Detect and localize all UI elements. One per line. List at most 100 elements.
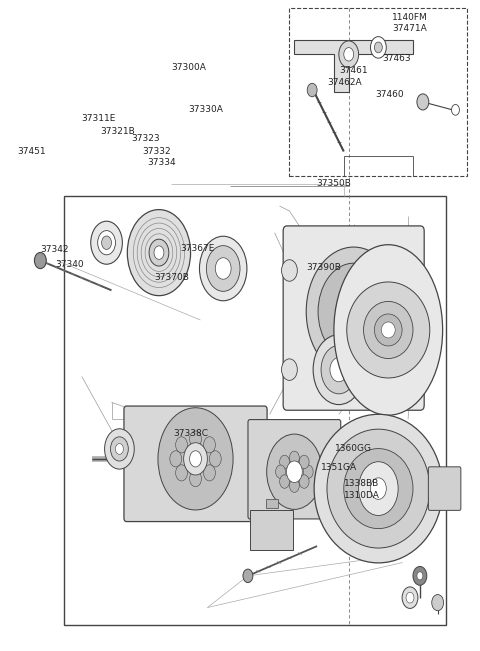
Circle shape xyxy=(318,263,389,360)
Circle shape xyxy=(204,437,216,453)
Circle shape xyxy=(287,461,302,482)
Circle shape xyxy=(313,335,364,404)
FancyBboxPatch shape xyxy=(428,467,461,510)
Text: 37367E: 37367E xyxy=(180,243,215,253)
Circle shape xyxy=(280,455,289,469)
Circle shape xyxy=(281,359,297,380)
Circle shape xyxy=(280,475,289,488)
Text: 37451: 37451 xyxy=(17,146,46,156)
Text: 1338BB: 1338BB xyxy=(344,479,380,488)
Text: 37342: 37342 xyxy=(41,245,69,255)
Circle shape xyxy=(158,408,233,510)
Circle shape xyxy=(330,357,348,381)
Circle shape xyxy=(289,451,300,465)
Text: 1351GA: 1351GA xyxy=(321,463,357,472)
Text: 1140FM: 1140FM xyxy=(392,13,428,22)
Circle shape xyxy=(102,236,111,249)
Circle shape xyxy=(149,239,169,266)
Circle shape xyxy=(91,221,122,264)
Text: 37338C: 37338C xyxy=(174,429,209,437)
Circle shape xyxy=(190,450,202,467)
Text: 37462A: 37462A xyxy=(328,77,362,87)
Circle shape xyxy=(276,465,286,478)
Ellipse shape xyxy=(381,322,395,338)
Circle shape xyxy=(299,455,309,469)
Circle shape xyxy=(432,594,444,611)
Circle shape xyxy=(243,569,253,583)
Circle shape xyxy=(307,83,317,97)
Circle shape xyxy=(110,437,128,461)
Text: 37300A: 37300A xyxy=(171,63,206,72)
Text: 37461: 37461 xyxy=(340,66,368,75)
Circle shape xyxy=(321,346,357,394)
FancyBboxPatch shape xyxy=(248,420,341,519)
Ellipse shape xyxy=(344,449,413,529)
Circle shape xyxy=(339,41,359,68)
Circle shape xyxy=(190,431,202,447)
Ellipse shape xyxy=(314,414,443,563)
Circle shape xyxy=(216,258,231,279)
FancyBboxPatch shape xyxy=(124,406,267,521)
Ellipse shape xyxy=(334,245,443,415)
Text: 37330A: 37330A xyxy=(188,105,223,114)
Bar xyxy=(250,510,293,550)
Circle shape xyxy=(299,475,309,488)
Circle shape xyxy=(295,290,303,301)
Circle shape xyxy=(430,478,445,499)
Bar xyxy=(64,196,445,626)
Ellipse shape xyxy=(363,301,413,359)
Text: 37340: 37340 xyxy=(55,260,84,269)
Text: 37323: 37323 xyxy=(131,134,159,143)
Circle shape xyxy=(209,450,221,467)
Circle shape xyxy=(281,260,297,281)
Circle shape xyxy=(116,443,123,454)
Circle shape xyxy=(170,450,182,467)
Circle shape xyxy=(303,465,313,478)
Text: 1360GG: 1360GG xyxy=(335,443,372,452)
Circle shape xyxy=(190,471,202,487)
Text: 37334: 37334 xyxy=(147,158,176,167)
Circle shape xyxy=(272,520,284,536)
Text: 37460: 37460 xyxy=(375,90,404,99)
Circle shape xyxy=(344,48,354,61)
Circle shape xyxy=(417,94,429,110)
Circle shape xyxy=(127,210,191,296)
Circle shape xyxy=(97,230,116,255)
Circle shape xyxy=(346,301,361,322)
Circle shape xyxy=(405,260,421,281)
Circle shape xyxy=(257,519,271,538)
Circle shape xyxy=(289,479,300,492)
Circle shape xyxy=(371,36,386,58)
Circle shape xyxy=(306,247,401,376)
Circle shape xyxy=(359,462,398,516)
Bar xyxy=(266,499,277,508)
Circle shape xyxy=(371,478,386,499)
Circle shape xyxy=(184,443,207,475)
Circle shape xyxy=(35,253,46,269)
Circle shape xyxy=(452,104,459,115)
Circle shape xyxy=(291,284,307,306)
Text: 37471A: 37471A xyxy=(392,24,427,33)
Circle shape xyxy=(176,465,188,481)
Circle shape xyxy=(176,437,188,453)
Circle shape xyxy=(406,592,414,603)
Bar xyxy=(289,8,468,176)
Polygon shape xyxy=(294,40,413,92)
Circle shape xyxy=(105,429,134,469)
Text: 37350B: 37350B xyxy=(316,179,351,188)
Circle shape xyxy=(405,359,421,380)
Circle shape xyxy=(374,42,383,53)
Circle shape xyxy=(200,236,247,301)
Circle shape xyxy=(204,465,216,481)
Text: 37463: 37463 xyxy=(383,55,411,63)
Ellipse shape xyxy=(374,314,402,346)
Text: 37332: 37332 xyxy=(143,146,171,156)
Text: 37311E: 37311E xyxy=(81,115,115,124)
Text: 37390B: 37390B xyxy=(306,263,341,272)
Circle shape xyxy=(413,566,427,585)
Ellipse shape xyxy=(347,282,430,378)
Circle shape xyxy=(290,309,298,320)
Circle shape xyxy=(336,287,372,336)
Text: 37370B: 37370B xyxy=(155,273,190,282)
Circle shape xyxy=(402,587,418,609)
